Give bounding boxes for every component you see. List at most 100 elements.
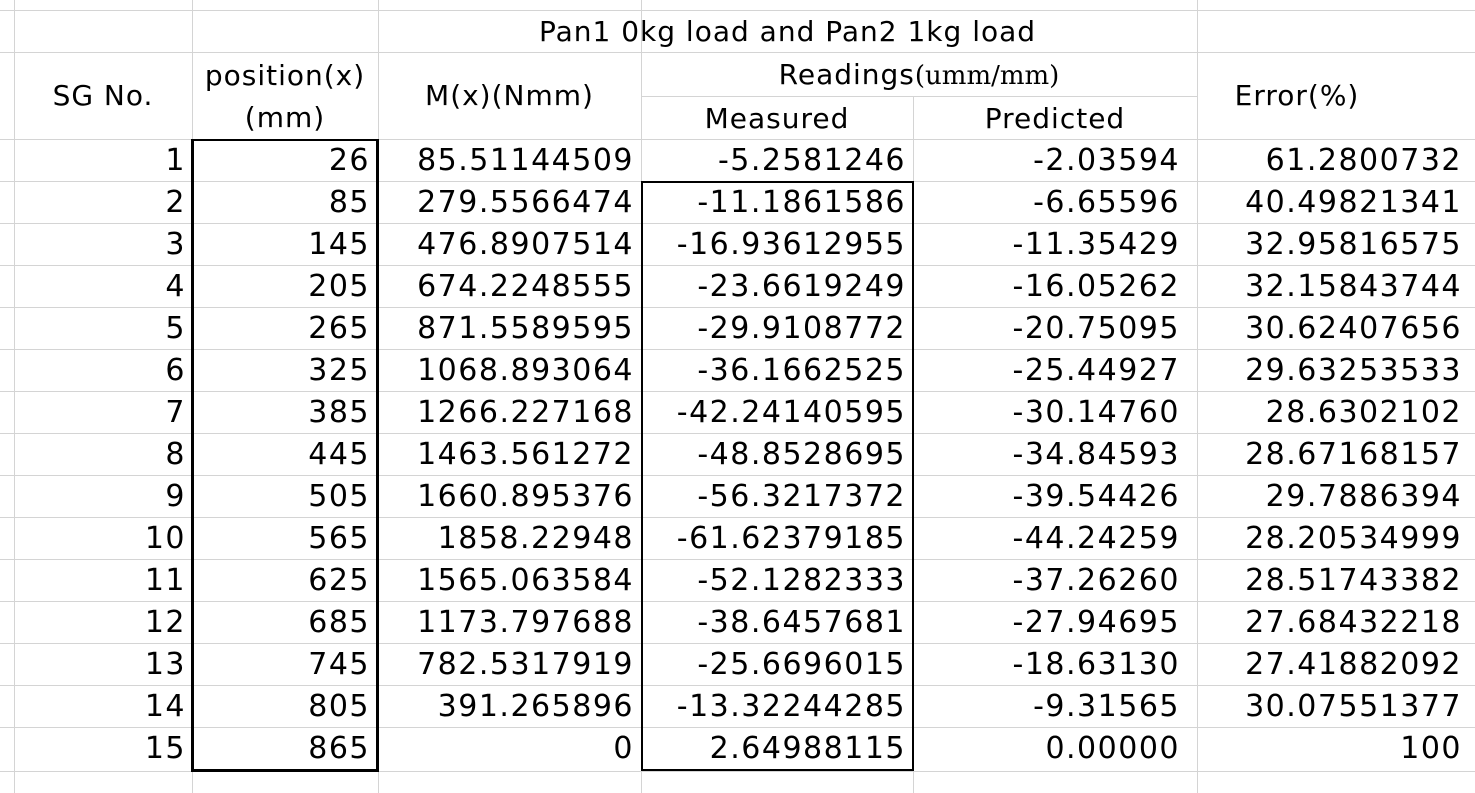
error-cell: 61.2800732	[1265, 143, 1462, 178]
error-cell: 32.15843744	[1245, 269, 1462, 304]
position-cell: 865	[308, 731, 370, 766]
header-sg-no: SG No.	[52, 79, 154, 112]
sg-no-cell: 15	[144, 731, 186, 766]
error-cell: 28.67168157	[1245, 437, 1462, 472]
position-cell: 625	[308, 563, 370, 598]
moment-cell: 782.5317919	[417, 647, 634, 682]
sg-no-cell: 13	[144, 647, 186, 682]
grid-line	[0, 685, 1475, 686]
grid-line	[14, 0, 15, 793]
sg-no-cell: 1	[165, 143, 186, 178]
sg-no-cell: 5	[165, 311, 186, 346]
measured-cell: -48.8528695	[697, 437, 906, 472]
grid-line	[0, 601, 1475, 602]
sg-no-cell: 3	[165, 227, 186, 262]
measured-cell: -13.32244285	[676, 689, 906, 724]
predicted-cell: -9.31565	[1033, 689, 1180, 724]
error-cell: 27.41882092	[1245, 647, 1462, 682]
predicted-cell: -20.75095	[1012, 311, 1180, 346]
predicted-cell: -37.26260	[1012, 563, 1180, 598]
header-position-line1: position(x)	[204, 59, 366, 92]
measured-cell: -56.3217372	[697, 479, 906, 514]
grid-line	[0, 475, 1475, 476]
position-cell: 445	[308, 437, 370, 472]
moment-cell: 1068.893064	[417, 353, 634, 388]
grid-line	[0, 223, 1475, 224]
sg-no-cell: 2	[165, 185, 186, 220]
moment-cell: 1858.22948	[437, 521, 634, 556]
moment-cell: 1266.227168	[417, 395, 634, 430]
measured-cell: 2.64988115	[709, 731, 906, 766]
error-cell: 28.51743382	[1245, 563, 1462, 598]
predicted-cell: -27.94695	[1012, 605, 1180, 640]
measured-cell: -5.2581246	[717, 143, 906, 178]
table-title: Pan1 0kg load and Pan2 1kg load	[538, 15, 1037, 48]
predicted-cell: -25.44927	[1012, 353, 1180, 388]
position-cell: 385	[308, 395, 370, 430]
measured-cell: -61.62379185	[676, 521, 906, 556]
header-error: Error(%)	[1234, 79, 1360, 112]
position-column-border-left	[191, 139, 194, 772]
position-column-border-bottom	[191, 769, 379, 772]
moment-cell: 476.8907514	[417, 227, 634, 262]
measured-cell: -23.6619249	[697, 269, 906, 304]
measured-column-border-left	[641, 181, 643, 771]
predicted-cell: -44.24259	[1012, 521, 1180, 556]
position-cell: 805	[308, 689, 370, 724]
header-measured: Measured	[704, 102, 850, 135]
measured-cell: -29.9108772	[697, 311, 906, 346]
position-cell: 505	[308, 479, 370, 514]
header-predicted: Predicted	[984, 102, 1126, 135]
position-cell: 145	[308, 227, 370, 262]
position-cell: 565	[308, 521, 370, 556]
measured-cell: -36.1662525	[697, 353, 906, 388]
moment-cell: 0	[613, 731, 634, 766]
sg-no-cell: 12	[144, 605, 186, 640]
position-cell: 745	[308, 647, 370, 682]
error-cell: 40.49821341	[1245, 185, 1462, 220]
error-cell: 28.6302102	[1265, 395, 1462, 430]
position-cell: 265	[308, 311, 370, 346]
sg-no-cell: 6	[165, 353, 186, 388]
header-position-line2: (mm)	[244, 101, 326, 134]
position-cell: 85	[328, 185, 370, 220]
error-cell: 28.20534999	[1245, 521, 1462, 556]
moment-cell: 391.265896	[437, 689, 634, 724]
error-cell: 29.7886394	[1265, 479, 1462, 514]
grid-line	[0, 139, 1475, 140]
grid-line	[0, 265, 1475, 266]
predicted-cell: -39.54426	[1012, 479, 1180, 514]
position-cell: 325	[308, 353, 370, 388]
position-cell: 685	[308, 605, 370, 640]
moment-cell: 1565.063584	[417, 563, 634, 598]
sg-no-cell: 4	[165, 269, 186, 304]
moment-cell: 871.5589595	[417, 311, 634, 346]
error-cell: 30.62407656	[1245, 311, 1462, 346]
measured-cell: -42.24140595	[676, 395, 906, 430]
predicted-cell: -30.14760	[1012, 395, 1180, 430]
sg-no-cell: 11	[144, 563, 186, 598]
error-cell: 27.68432218	[1245, 605, 1462, 640]
grid-line	[0, 52, 1475, 53]
predicted-cell: -2.03594	[1033, 143, 1180, 178]
moment-cell: 1660.895376	[417, 479, 634, 514]
measured-column-border-bottom	[641, 769, 914, 771]
grid-line	[641, 96, 1197, 97]
grid-line	[0, 349, 1475, 350]
sg-no-cell: 8	[165, 437, 186, 472]
sg-no-cell: 14	[144, 689, 186, 724]
moment-cell: 85.51144509	[417, 143, 634, 178]
measured-cell: -38.6457681	[697, 605, 906, 640]
measured-cell: -11.1861586	[697, 185, 906, 220]
predicted-cell: -18.63130	[1012, 647, 1180, 682]
measured-column-border-right	[912, 181, 914, 771]
measured-cell: -25.6696015	[697, 647, 906, 682]
moment-cell: 674.2248555	[417, 269, 634, 304]
measured-column-border-top	[641, 181, 914, 183]
error-cell: 30.07551377	[1245, 689, 1462, 724]
header-moment: M(x)(Nmm)	[425, 79, 594, 112]
header-readings: Readings(umm/mm)	[641, 54, 1197, 96]
sg-no-cell: 10	[144, 521, 186, 556]
header-readings-unit: (umm/mm)	[914, 61, 1060, 91]
